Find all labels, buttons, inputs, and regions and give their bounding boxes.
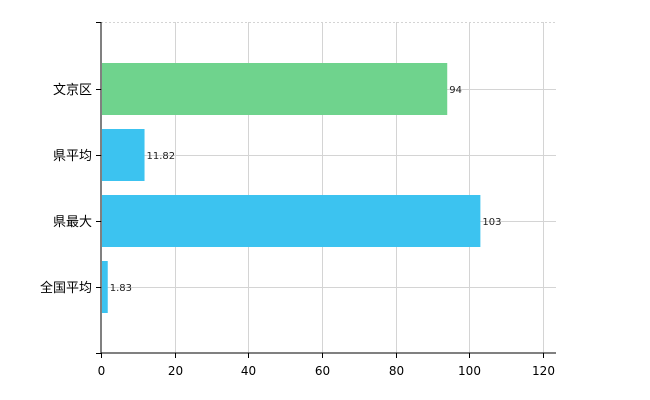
category-label-1: 県平均 <box>53 149 92 164</box>
bars-group <box>102 63 481 313</box>
x-tick-label-100: 100 <box>458 364 481 378</box>
x-tick-label-80: 80 <box>389 364 404 378</box>
data-label-3: 1.83 <box>110 283 132 294</box>
category-label-0: 文京区 <box>53 83 92 98</box>
bar-2 <box>102 195 481 247</box>
data-labels: 94 11.82 103 1.83 <box>110 85 502 294</box>
x-tick-label-40: 40 <box>241 364 256 378</box>
x-axis-ticks: 0 20 40 60 80 100 120 <box>98 353 555 378</box>
bar-3 <box>102 261 108 313</box>
bar-0 <box>102 63 448 115</box>
category-label-3: 全国平均 <box>40 280 92 296</box>
x-tick-label-0: 0 <box>98 364 106 378</box>
category-label-2: 県最大 <box>53 215 92 230</box>
x-tick-label-20: 20 <box>168 364 183 378</box>
data-label-1: 11.82 <box>147 151 176 162</box>
x-tick-label-60: 60 <box>315 364 330 378</box>
data-label-0: 94 <box>449 85 462 96</box>
axes-group <box>100 22 556 354</box>
x-tick-label-120: 120 <box>532 364 555 378</box>
bar-1 <box>102 129 145 181</box>
data-label-2: 103 <box>482 217 501 228</box>
